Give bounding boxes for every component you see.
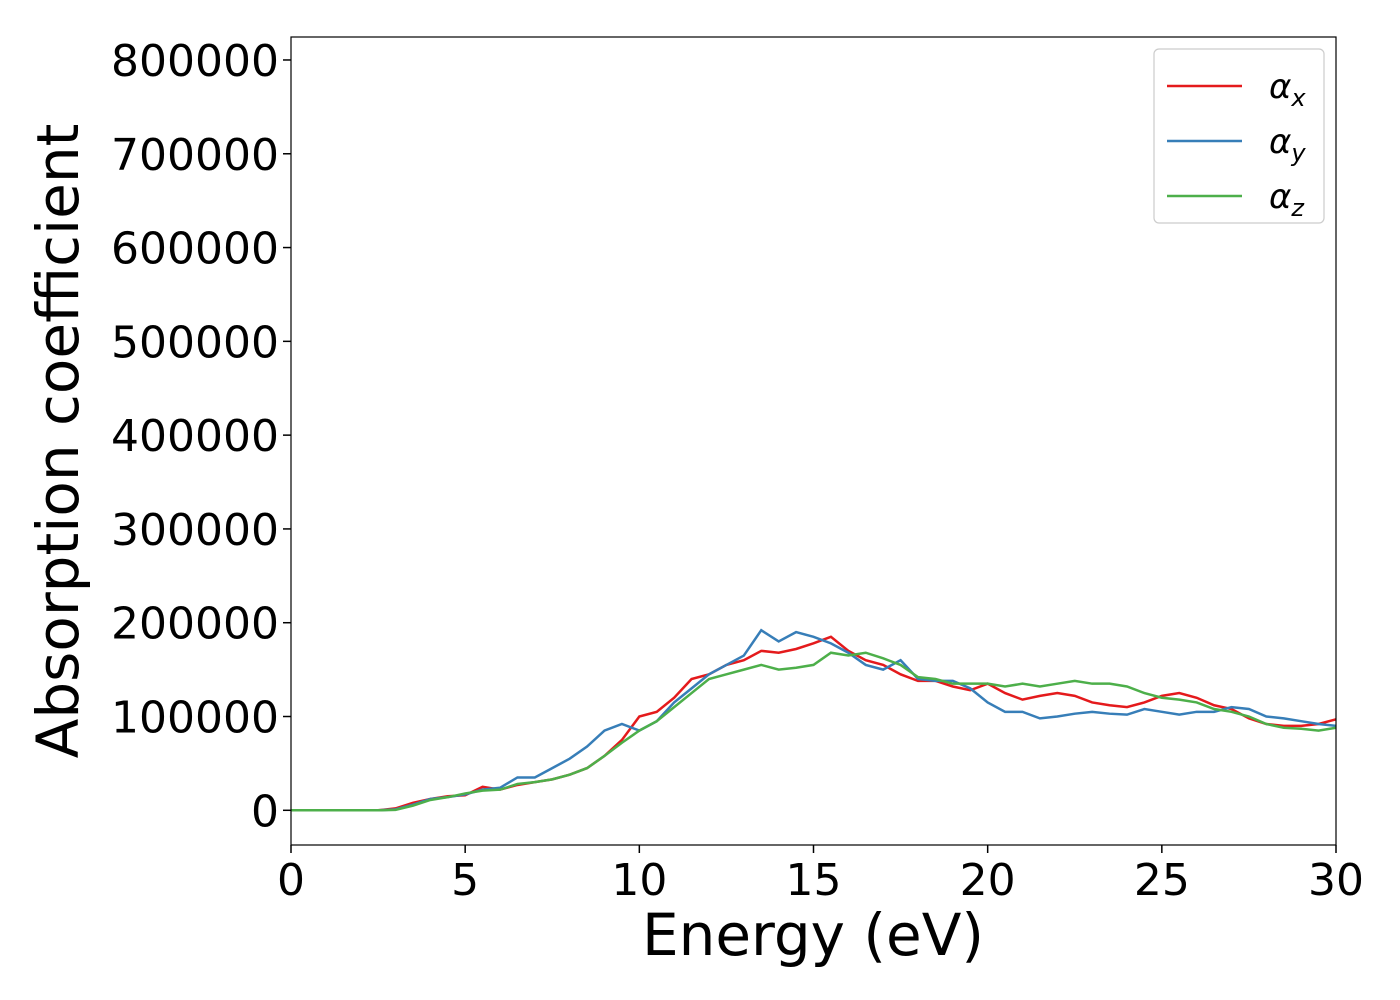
x-tick-label: 25	[1134, 855, 1190, 906]
legend-box	[1153, 48, 1325, 224]
y-tick-label: 500000	[111, 317, 279, 368]
y-tick-label: 400000	[111, 411, 279, 462]
y-axis-label: Absorption coefficient	[24, 124, 92, 759]
y-tick-label: 0	[251, 786, 279, 837]
x-tick-label: 20	[960, 855, 1016, 906]
line-series	[291, 651, 1337, 812]
x-tick-label: 5	[451, 855, 479, 906]
x-tick-label: 10	[611, 855, 667, 906]
y-tick-label: 300000	[111, 505, 279, 556]
line-series	[291, 635, 1337, 812]
x-tick-label: 15	[786, 855, 842, 906]
y-tick-label: 700000	[111, 130, 279, 181]
x-axis-label: Energy (eV)	[642, 901, 984, 969]
y-tick-label: 100000	[111, 693, 279, 744]
line-series	[291, 628, 1337, 812]
plot-frame	[290, 36, 1337, 846]
legend-label: αz	[1269, 177, 1305, 222]
y-tick-label: 600000	[111, 224, 279, 275]
y-tick-label: 200000	[111, 599, 279, 650]
legend-label: αx	[1269, 67, 1306, 112]
x-tick-label: 0	[277, 855, 305, 906]
legend-label: αy	[1269, 122, 1306, 167]
y-tick-label: 800000	[111, 36, 279, 87]
x-tick-label: 30	[1308, 855, 1364, 906]
